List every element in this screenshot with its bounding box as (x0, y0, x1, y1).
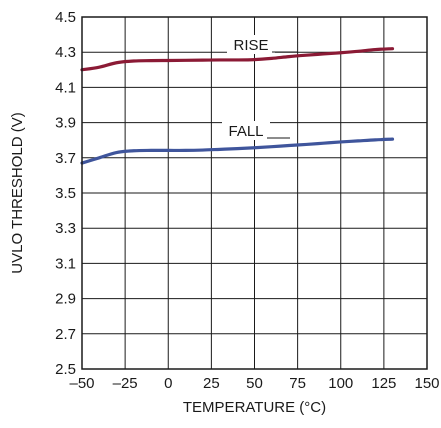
label-layer: –50 –25 0 25 50 75 100 125 150 2.5 2.7 2.9 3.1 3.3 3.5… (55, 9, 439, 392)
series-label-rise: RISE (233, 37, 268, 54)
y-tick-label: 3.5 (55, 185, 76, 202)
y-axis-title: UVLO THRESHOLD (V) (9, 112, 26, 273)
x-tick-label: 125 (371, 375, 396, 392)
series-label-mask (227, 35, 275, 54)
y-tick-label: 4.5 (55, 9, 76, 26)
series-line-fall (80, 137, 395, 165)
y-tick-label: 2.9 (55, 291, 76, 308)
y-tick-label: 2.5 (55, 361, 76, 378)
series-line-rise (80, 47, 395, 72)
y-tick-label: 4.3 (55, 44, 76, 61)
x-tick-label: –25 (113, 375, 138, 392)
y-tick-label: 2.7 (55, 326, 76, 343)
plot-frame (81, 16, 428, 370)
series-label-fall: FALL (228, 123, 263, 140)
grid-layer (82, 17, 427, 369)
y-tick-label: 3.1 (55, 255, 76, 272)
x-tick-label: 50 (246, 375, 263, 392)
x-axis-title: TEMPERATURE (°C) (183, 399, 326, 416)
y-tick-label: 3.9 (55, 115, 76, 132)
x-tick-label: 75 (289, 375, 306, 392)
x-tick-label: 0 (164, 375, 172, 392)
series-layer (80, 47, 395, 165)
frame-layer (81, 16, 428, 370)
x-tick-label: 150 (414, 375, 439, 392)
y-tick-label: 4.1 (55, 79, 76, 96)
y-tick-label: 3.3 (55, 220, 76, 237)
series-label-mask (222, 121, 270, 140)
x-tick-label: –50 (69, 375, 94, 392)
x-tick-label: 100 (328, 375, 353, 392)
y-tick-label: 3.7 (55, 150, 76, 167)
x-tick-label: 25 (203, 375, 220, 392)
